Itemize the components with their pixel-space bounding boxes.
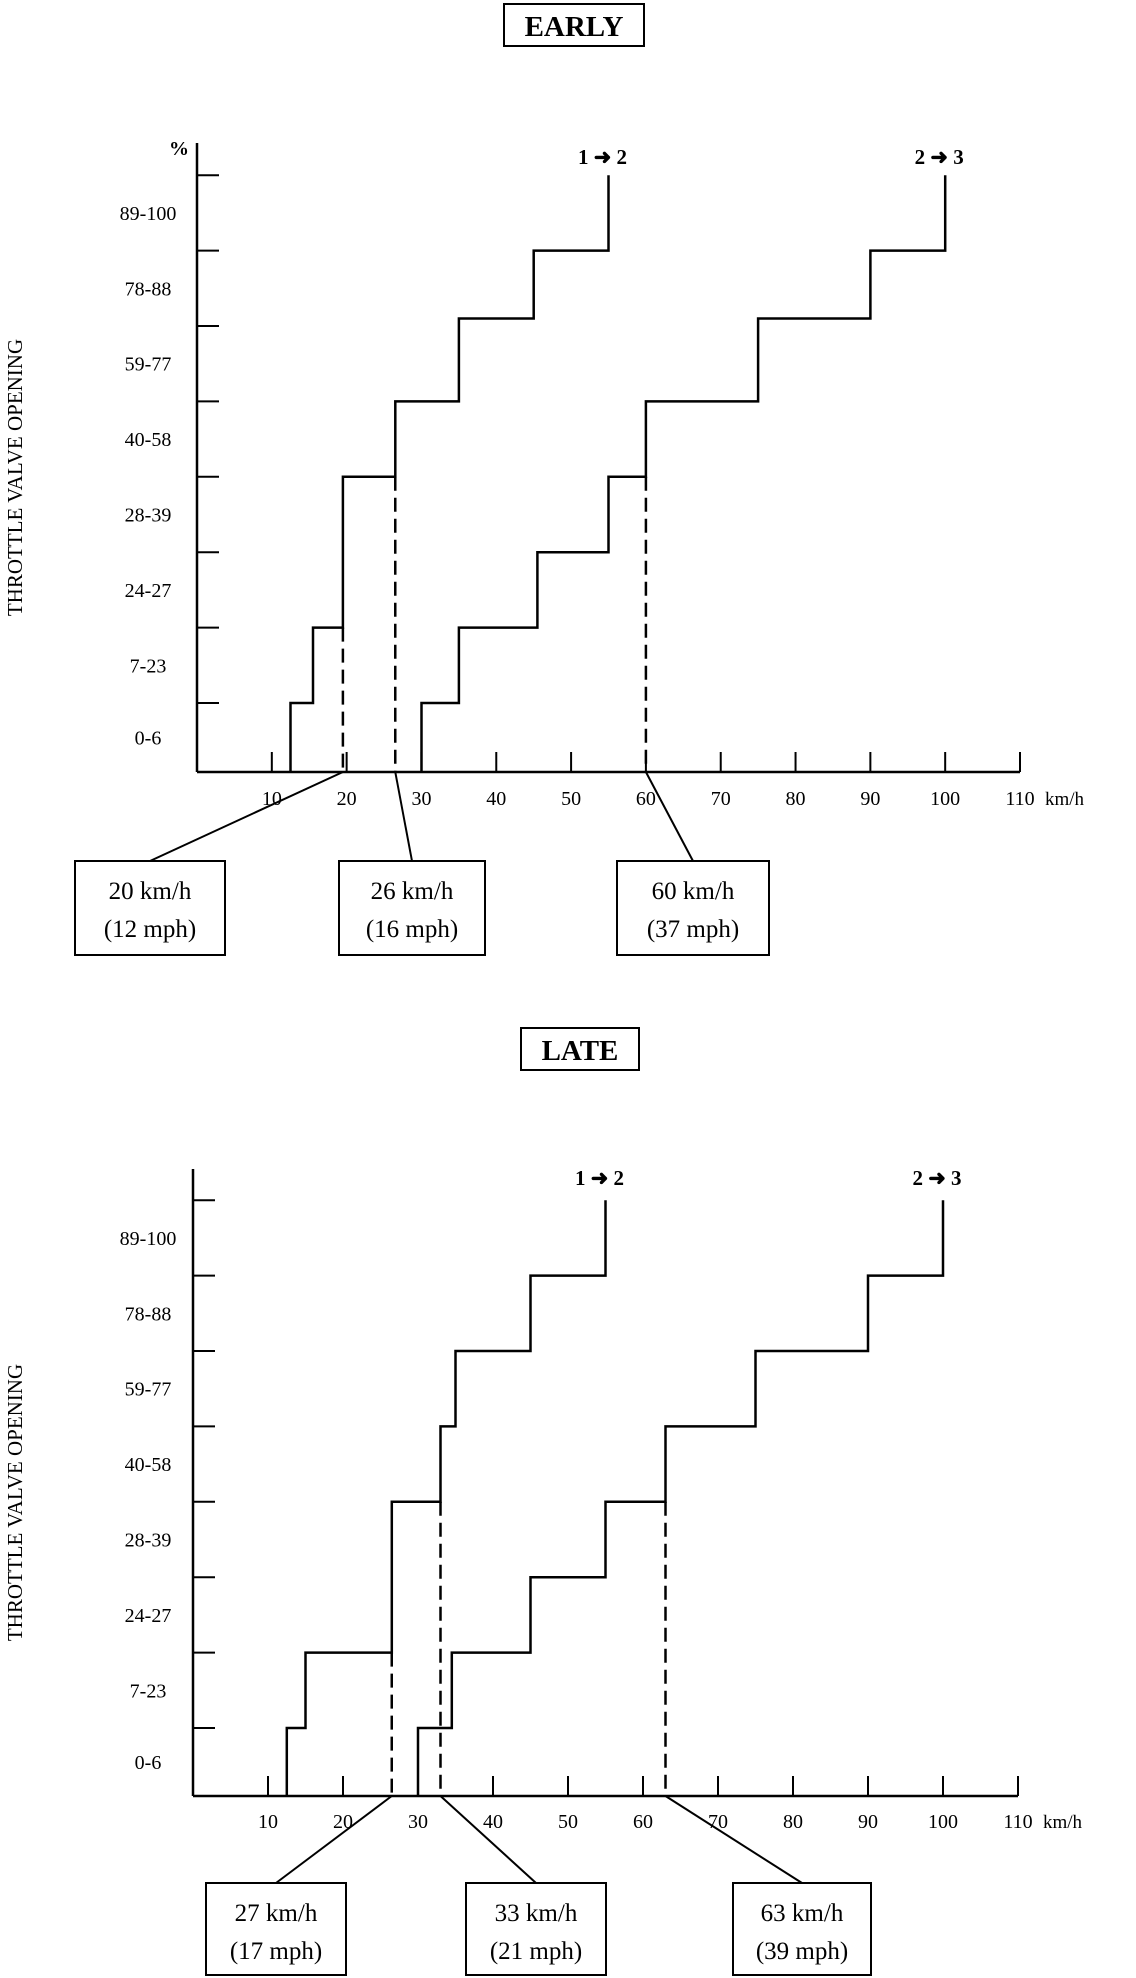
y-category-label: 7-23 (130, 655, 167, 677)
x-unit-label: km/h (1045, 789, 1085, 810)
series-label: 1 ➜ 2 (578, 145, 627, 169)
x-unit-label: km/h (1043, 1812, 1083, 1833)
callout-speed-kmh: 60 km/h (652, 878, 735, 905)
x-tick-label: 80 (783, 1811, 803, 1833)
x-tick-label: 30 (411, 788, 431, 810)
callout-box (74, 860, 226, 956)
y-category-label: 78-88 (125, 1303, 172, 1325)
x-tick-label: 20 (333, 1811, 353, 1833)
callout-speed-kmh: 63 km/h (761, 1900, 844, 1927)
series-upshift-1-2-line (285, 1200, 607, 1796)
callout-speed-mph: (37 mph) (647, 916, 739, 943)
y-category-label: 24-27 (125, 1605, 172, 1627)
y-category-label: 59-77 (125, 354, 172, 376)
x-tick-label: 20 (337, 788, 357, 810)
y-category-label: 40-58 (125, 429, 172, 451)
x-tick-label: 90 (858, 1811, 878, 1833)
x-tick-label: 100 (928, 1811, 958, 1833)
chart-title: LATE (542, 1035, 619, 1067)
title-box (503, 3, 645, 47)
y-category-label: 24-27 (125, 580, 172, 602)
x-tick-label: 70 (711, 788, 731, 810)
x-tick-label: 10 (258, 1811, 278, 1833)
y-unit-label: % (169, 138, 189, 160)
x-tick-label: 50 (561, 788, 581, 810)
x-tick-label: 100 (930, 788, 960, 810)
y-category-label: 89-100 (120, 203, 177, 225)
callout-box (338, 860, 486, 956)
callout-speed-mph: (21 mph) (490, 1938, 582, 1965)
callout-box (616, 860, 770, 956)
late-chart: LATE 0-6 7-23 24-27 28-39 40-58 59-77 78-88 89-1… (3, 1027, 1083, 1976)
x-tick-label: 70 (708, 1811, 728, 1833)
chart-title: EARLY (525, 11, 624, 43)
y-axis-title: THROTTLE VALVE OPENING (3, 339, 27, 616)
callout-speed-kmh: 26 km/h (371, 878, 454, 905)
x-tick-label: 90 (860, 788, 880, 810)
callout-leader-line (394, 771, 413, 862)
callout-speed-mph: (16 mph) (366, 916, 458, 943)
x-tick-label: 50 (558, 1811, 578, 1833)
series-label: 1 ➜ 2 (575, 1166, 624, 1190)
y-category-label: 0-6 (135, 1752, 162, 1774)
y-axis-title: THROTTLE VALVE OPENING (3, 1364, 27, 1641)
callout-box (732, 1882, 872, 1976)
series-label: 2 ➜ 3 (912, 1166, 961, 1190)
x-tick-label: 110 (1005, 788, 1034, 810)
callout-speed-kmh: 20 km/h (109, 878, 192, 905)
early-chart: EARLY 0-6 7-23 24-27 28-39 40-58 59-77 78-88 89-… (3, 3, 1085, 956)
callout-leader-line (645, 771, 694, 862)
x-tick-label: 40 (486, 788, 506, 810)
callout-box (205, 1882, 347, 1976)
callout-leader-line (439, 1795, 537, 1884)
y-category-label: 0-6 (135, 728, 162, 750)
x-tick-label: 60 (633, 1811, 653, 1833)
x-tick-label: 40 (483, 1811, 503, 1833)
x-tick-label: 80 (786, 788, 806, 810)
y-category-label: 89-100 (120, 1228, 177, 1250)
y-category-label: 28-39 (125, 505, 172, 527)
y-category-label: 59-77 (125, 1379, 172, 1401)
y-category-label: 28-39 (125, 1530, 172, 1552)
callout-speed-kmh: 33 km/h (495, 1900, 578, 1927)
series-upshift-2-3-line (416, 1200, 945, 1796)
series-upshift-2-3-line (420, 175, 947, 772)
callout-leader-line (275, 1795, 393, 1884)
callout-speed-mph: (17 mph) (230, 1938, 322, 1965)
y-category-label: 7-23 (130, 1680, 167, 1702)
title-box (520, 1027, 640, 1071)
callout-speed-mph: (12 mph) (104, 916, 196, 943)
y-category-label: 78-88 (125, 278, 172, 300)
callout-speed-mph: (39 mph) (756, 1938, 848, 1965)
series-label: 2 ➜ 3 (915, 145, 964, 169)
callout-speed-kmh: 27 km/h (235, 1900, 318, 1927)
y-category-label: 40-58 (125, 1454, 172, 1476)
x-tick-label: 60 (636, 788, 656, 810)
x-tick-label: 10 (262, 788, 282, 810)
x-tick-label: 30 (408, 1811, 428, 1833)
callout-box (465, 1882, 607, 1976)
callout-leader-line (149, 771, 344, 862)
x-tick-label: 110 (1003, 1811, 1032, 1833)
series-upshift-1-2-line (289, 175, 610, 772)
callout-leader-line (664, 1795, 803, 1884)
